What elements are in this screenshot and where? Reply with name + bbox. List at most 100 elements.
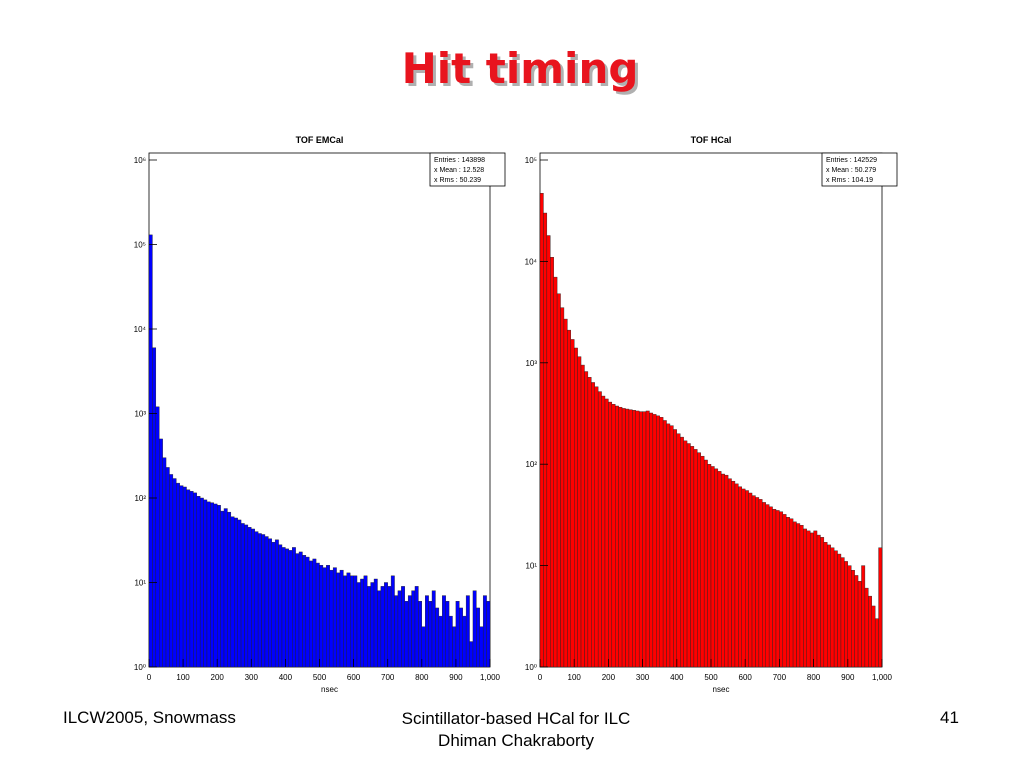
histogram-bar: [234, 517, 238, 668]
x-tick-label: 600: [739, 673, 753, 682]
x-tick-label: 900: [841, 673, 855, 682]
histogram-bar: [830, 547, 835, 668]
histogram-bar: [751, 495, 756, 668]
histogram-bar: [833, 550, 838, 668]
histogram-bar: [445, 601, 450, 668]
histogram-bar: [864, 587, 869, 668]
histogram-bar: [247, 527, 252, 668]
histogram-bar: [553, 276, 558, 668]
histogram-bar: [710, 466, 715, 668]
histogram-bar: [556, 293, 561, 668]
histogram-bar: [380, 586, 385, 668]
histogram-bar: [577, 356, 582, 668]
histogram-bar: [251, 528, 255, 668]
histogram-bar: [628, 409, 633, 668]
x-axis-label: nsec: [321, 685, 338, 694]
histogram-bar: [594, 386, 599, 668]
histogram-bar: [659, 417, 664, 668]
slide-title: Hit timing: [401, 44, 639, 93]
histogram-bar: [813, 530, 818, 668]
histogram-bar: [563, 318, 568, 668]
histogram-bar: [734, 483, 739, 668]
x-tick-label: 300: [245, 673, 259, 682]
histogram-bar: [472, 590, 477, 668]
histogram-bar: [820, 537, 825, 668]
histogram-bar: [152, 347, 157, 668]
histogram-bar: [257, 533, 262, 668]
histogram-bar: [162, 457, 167, 668]
histogram-bar: [223, 508, 228, 668]
histogram-bar: [755, 497, 760, 668]
histogram-bar: [662, 420, 667, 668]
histogram-bar: [172, 478, 177, 668]
histogram-bar: [254, 531, 259, 668]
histogram-bar: [666, 423, 671, 668]
histogram-bar: [428, 601, 433, 668]
histogram-bar: [584, 371, 589, 668]
histogram-bar: [796, 523, 801, 668]
histogram-bar: [748, 492, 753, 668]
histogram-bar: [868, 595, 872, 668]
y-tick-label: 10³: [525, 359, 537, 368]
stats-line: Entries : 143898: [434, 157, 485, 164]
histogram-bar: [714, 468, 719, 668]
histogram-bar: [762, 502, 766, 668]
x-tick-label: 200: [211, 673, 225, 682]
histogram-bar: [758, 499, 763, 668]
histogram-bar: [230, 516, 235, 668]
histogram-bar: [271, 541, 276, 668]
footer-line: Scintillator-based HCal for ILC: [401, 709, 631, 728]
histogram-bar: [703, 459, 708, 668]
histogram-bar: [227, 511, 232, 668]
histogram-bar: [827, 544, 831, 668]
histogram-bar: [244, 524, 249, 668]
histogram-bar: [305, 556, 310, 668]
histogram-bar: [363, 575, 368, 668]
histogram-bar: [309, 560, 313, 668]
y-tick-label: 10²: [134, 494, 146, 503]
histogram-bar: [264, 536, 269, 668]
histogram-bar: [237, 519, 242, 668]
histogram-bar: [625, 408, 630, 668]
histogram-bar: [482, 595, 487, 668]
histogram-bar: [288, 550, 293, 668]
x-tick-label: 400: [670, 673, 684, 682]
histogram-bar: [322, 567, 327, 668]
histogram-bar: [418, 601, 423, 668]
histogram-bar: [486, 601, 491, 668]
histogram-bar: [837, 553, 842, 668]
histogram-bar: [431, 590, 436, 668]
y-tick-label: 10⁶: [134, 156, 146, 165]
footer-center: Scintillator-based HCal for ILC Dhiman C…: [316, 708, 716, 752]
histogram-bar: [676, 433, 681, 668]
histogram-bar: [476, 607, 480, 668]
histogram-bar: [645, 410, 650, 668]
x-tick-label: 500: [704, 673, 718, 682]
histogram-bar: [844, 561, 849, 668]
x-tick-label: 500: [313, 673, 327, 682]
x-tick-label: 1,000: [872, 673, 893, 682]
histogram-bar: [462, 615, 467, 668]
chart-title: TOF EMCal: [296, 135, 344, 145]
histogram-bar: [182, 486, 187, 668]
histogram-bar: [179, 485, 184, 668]
y-tick-label: 10⁴: [525, 257, 538, 266]
y-tick-label: 10⁴: [134, 325, 147, 334]
histogram-bar: [652, 414, 657, 668]
histogram-bar: [459, 607, 463, 668]
histogram-bar: [435, 607, 440, 668]
histogram-bar: [851, 570, 855, 668]
histogram-bar: [765, 504, 770, 668]
stats-box: [429, 152, 506, 187]
histogram-bar: [597, 391, 602, 668]
histogram-bar: [295, 553, 300, 668]
histogram-bar: [278, 544, 283, 668]
x-tick-label: 400: [279, 673, 293, 682]
histogram-bar: [425, 595, 429, 668]
histogram-bar: [370, 582, 375, 668]
histogram-bar: [349, 575, 354, 668]
histogram-bar: [274, 539, 279, 668]
histogram-bar: [700, 455, 705, 668]
histogram-bar: [775, 510, 780, 668]
x-tick-label: 0: [147, 673, 152, 682]
